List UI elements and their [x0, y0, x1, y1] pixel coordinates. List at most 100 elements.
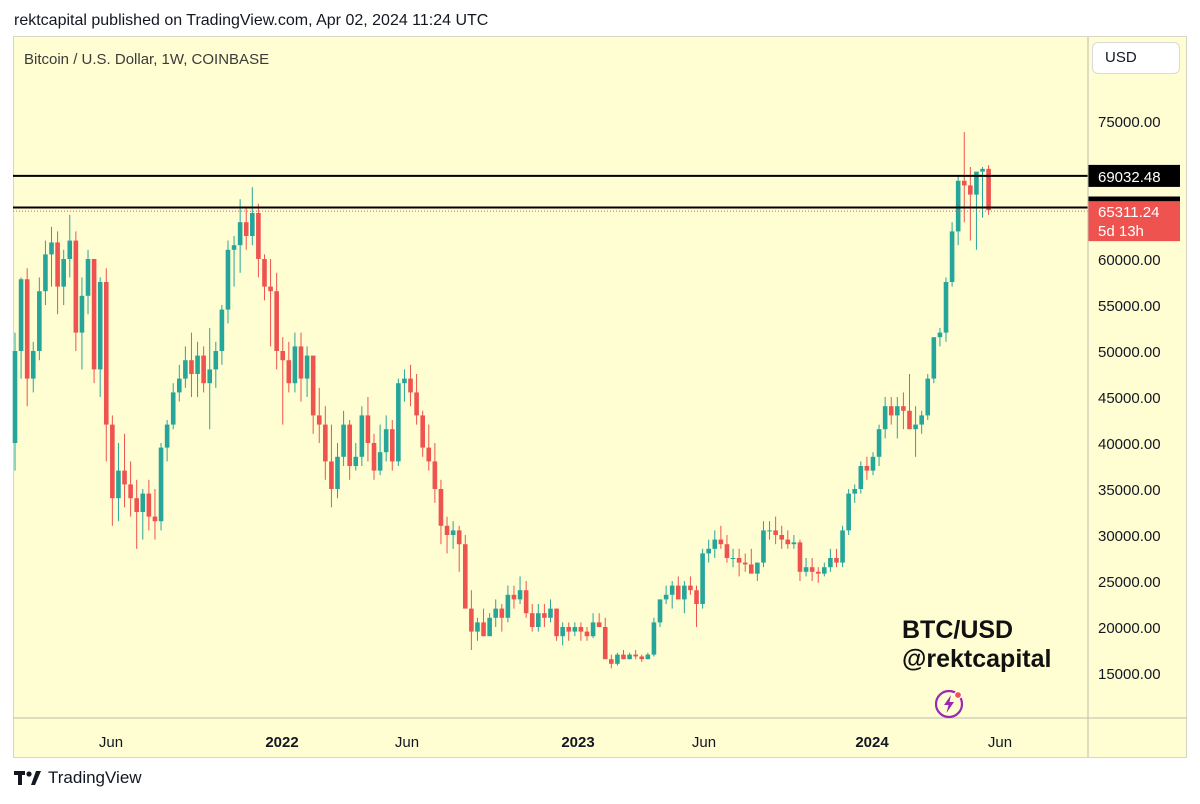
candle-body [663, 594, 669, 600]
candle-body [895, 406, 900, 416]
candle [377, 424, 383, 476]
candle [201, 346, 206, 393]
candle-body [420, 415, 425, 448]
candle [572, 622, 578, 637]
candle [420, 410, 425, 457]
candle [383, 415, 389, 462]
y-tick-label: 40000.00 [1098, 436, 1161, 453]
candle-body [493, 608, 499, 618]
candle [596, 613, 602, 627]
candle-body [469, 608, 474, 632]
y-tick-label: 60000.00 [1098, 252, 1161, 269]
last-price-label: 65311.24 [1098, 204, 1159, 221]
lightning-icon[interactable] [933, 688, 965, 720]
candle-body [30, 351, 36, 379]
candle-body [517, 590, 523, 600]
candle [316, 387, 322, 443]
candle-body [529, 613, 535, 627]
candle [195, 341, 200, 397]
candle-body [937, 332, 943, 338]
candle-body [876, 429, 882, 457]
candle-body [414, 392, 419, 416]
currency-button[interactable]: USD [1092, 42, 1180, 74]
y-tick-label: 25000.00 [1098, 574, 1161, 591]
candle [864, 456, 870, 480]
candle-body [128, 484, 133, 499]
candle-body [341, 424, 346, 457]
candle-body [803, 567, 809, 572]
candle-body [55, 242, 60, 287]
candle [18, 277, 24, 379]
candle-body [432, 461, 438, 489]
candle-body [882, 406, 888, 430]
candle-body [316, 415, 322, 425]
candle [304, 346, 310, 397]
candle-body [280, 351, 286, 361]
candle-body [621, 654, 626, 660]
footer-brand[interactable]: TradingView [14, 768, 142, 788]
candle-body [450, 530, 456, 535]
candle [748, 548, 754, 574]
candle [724, 535, 730, 563]
candle-body [353, 456, 359, 466]
candle [389, 420, 395, 471]
candle-body [262, 259, 267, 287]
candle [761, 521, 766, 568]
candle-body [675, 585, 681, 600]
candle-body [462, 544, 468, 609]
candle [803, 558, 809, 577]
y-tick-label: 45000.00 [1098, 390, 1161, 407]
candle-body [536, 613, 541, 627]
candle-body [12, 351, 18, 443]
candle [682, 581, 687, 614]
candle [73, 231, 79, 351]
candle-body [505, 594, 511, 618]
candle [797, 539, 803, 581]
candle [116, 443, 121, 522]
candle-body [256, 213, 261, 259]
candle [755, 562, 760, 581]
candle-body [919, 415, 924, 425]
candle [91, 259, 97, 384]
candle-body [347, 424, 352, 466]
candle-body [329, 461, 334, 489]
candle-body [742, 562, 748, 565]
candle [219, 305, 225, 365]
candle-body [980, 168, 985, 172]
candle [237, 199, 243, 273]
candle-body [627, 654, 632, 660]
candle [61, 249, 66, 305]
candle [888, 397, 894, 425]
candle [462, 535, 468, 609]
candle [919, 410, 924, 434]
candle-body [639, 656, 645, 660]
candle [24, 268, 30, 407]
candle-body [383, 429, 389, 453]
y-tick-label: 20000.00 [1098, 620, 1161, 637]
chart-frame[interactable] [13, 36, 1187, 758]
candle-body [122, 470, 127, 485]
candle [706, 539, 711, 563]
candle [773, 516, 778, 545]
candle [858, 461, 864, 494]
candle [481, 608, 486, 637]
candle-body [560, 627, 565, 637]
candle-body [323, 424, 328, 462]
candle [256, 203, 261, 278]
candle [931, 337, 937, 384]
candle-body [888, 406, 894, 416]
candles-group [12, 132, 991, 669]
candle-body [809, 567, 815, 572]
candle [158, 443, 164, 531]
candle [937, 328, 943, 347]
candle [475, 617, 480, 641]
candle [882, 397, 888, 439]
candle-body [103, 282, 109, 425]
candle-body [828, 558, 833, 568]
candle [791, 535, 797, 549]
candle [663, 585, 669, 604]
candle [517, 576, 523, 604]
candle-body [688, 585, 693, 591]
candle-body [596, 622, 602, 627]
